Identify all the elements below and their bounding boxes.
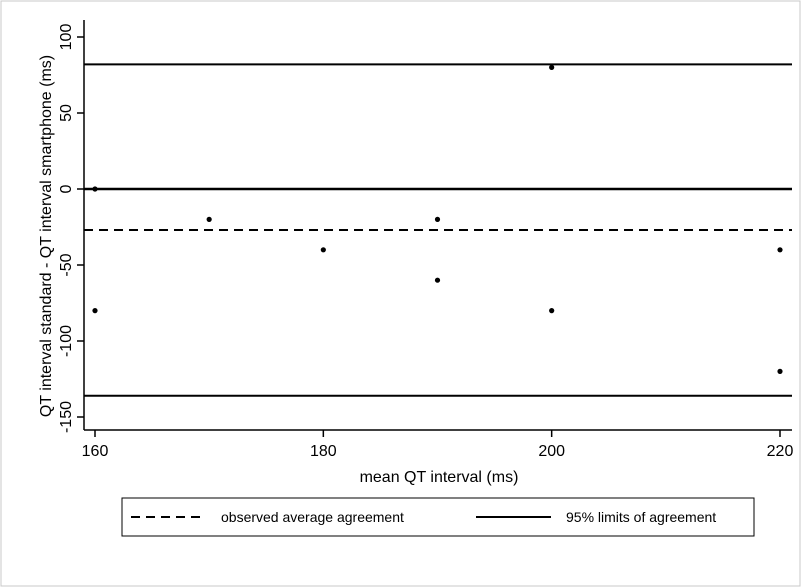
legend-label-limits-of-agreement: 95% limits of agreement <box>566 509 716 525</box>
tick-marks: 160 180 200 220 -150 -100 -50 0 50 100 <box>58 24 793 460</box>
data-point-6 <box>549 64 555 70</box>
data-point-4 <box>434 216 441 222</box>
y-axis-title: QT interval standard - QT interval smart… <box>38 55 55 417</box>
plot-background <box>84 20 792 430</box>
data-point-5 <box>434 277 441 283</box>
y-tick-label--150: -150 <box>58 401 75 433</box>
data-point-9 <box>777 368 783 374</box>
reference-lines <box>84 63 792 397</box>
y-tick-label-100: 100 <box>58 24 75 51</box>
legend-label-observed-average: observed average agreement <box>221 509 404 525</box>
legend-box <box>121 497 755 537</box>
x-tick-label-180: 180 <box>310 443 337 460</box>
y-tick-label--100: -100 <box>58 325 75 357</box>
x-axis-title: mean QT interval (ms) <box>360 469 519 486</box>
x-tick-label-220: 220 <box>767 443 794 460</box>
data-point-8 <box>777 247 783 253</box>
y-tick-label--50: -50 <box>58 253 75 276</box>
y-tick-label-0: 0 <box>58 184 75 193</box>
data-points <box>92 64 783 374</box>
data-point-2 <box>206 216 212 222</box>
data-point-1 <box>92 308 98 314</box>
legend: observed average agreement 95% limits of… <box>121 497 755 537</box>
y-tick-label-50: 50 <box>58 104 75 122</box>
x-tick-label-160: 160 <box>82 443 109 460</box>
axes <box>83 20 792 431</box>
data-point-3 <box>320 247 326 253</box>
plot-area <box>84 20 792 430</box>
data-point-0 <box>92 186 98 192</box>
x-tick-label-200: 200 <box>538 443 565 460</box>
data-point-7 <box>549 308 555 314</box>
